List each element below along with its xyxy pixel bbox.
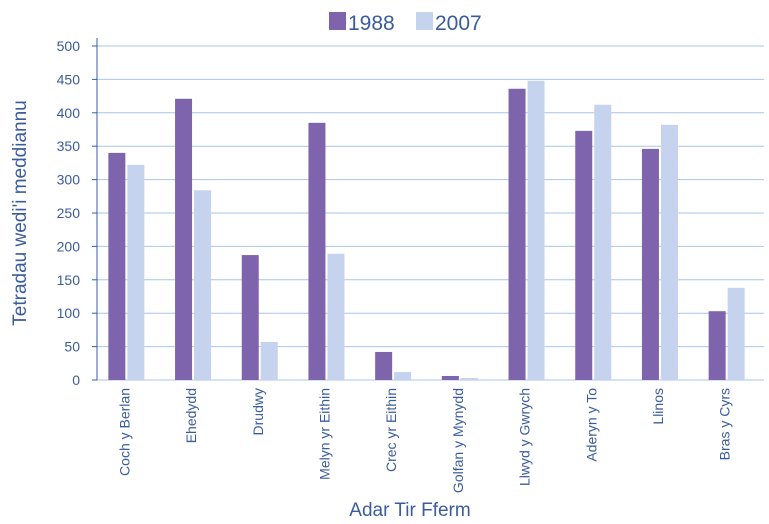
bar bbox=[708, 311, 726, 380]
y-tick-label: 150 bbox=[57, 272, 81, 288]
y-tick-label: 200 bbox=[57, 238, 81, 254]
bar bbox=[375, 351, 393, 380]
bar bbox=[108, 152, 126, 380]
bar bbox=[727, 287, 745, 380]
x-axis-label: Adar Tir Fferm bbox=[349, 500, 470, 521]
y-tick-label: 300 bbox=[57, 172, 81, 188]
y-tick-label: 350 bbox=[57, 138, 81, 154]
bar bbox=[260, 341, 278, 380]
legend-label: 2007 bbox=[435, 12, 482, 35]
bar bbox=[641, 148, 659, 380]
y-tick-label: 250 bbox=[57, 205, 81, 221]
x-tick-label: Drudwy bbox=[250, 388, 266, 435]
bar bbox=[327, 253, 345, 380]
legend-swatch bbox=[329, 12, 346, 30]
x-tick-label: Ehedydd bbox=[183, 388, 199, 443]
bar bbox=[660, 124, 678, 380]
bar bbox=[241, 255, 259, 380]
bar bbox=[508, 88, 526, 380]
y-tick-label: 450 bbox=[57, 71, 81, 87]
y-axis-label: Tetradau wedi'i meddiannu bbox=[10, 100, 31, 325]
y-tick-label: 100 bbox=[57, 305, 81, 321]
bar bbox=[175, 98, 193, 380]
legend-swatch bbox=[416, 12, 433, 30]
bar bbox=[575, 130, 593, 380]
x-tick-label: Llinos bbox=[650, 388, 666, 425]
x-tick-label: Bras y Cyrs bbox=[717, 388, 733, 460]
x-tick-label: Melyn yr Eithin bbox=[316, 388, 332, 480]
legend-label: 1988 bbox=[348, 12, 395, 35]
bar bbox=[194, 190, 212, 380]
y-tick-label: 400 bbox=[57, 105, 81, 121]
y-tick-label: 0 bbox=[72, 372, 80, 388]
bar bbox=[394, 371, 412, 380]
bar bbox=[127, 164, 145, 380]
bar bbox=[308, 122, 326, 380]
y-tick-label: 500 bbox=[57, 38, 81, 54]
bar bbox=[594, 104, 612, 380]
bar bbox=[460, 377, 478, 380]
x-tick-label: Crec yr Eithin bbox=[383, 388, 399, 472]
x-tick-label: Golfan y Mynydd bbox=[450, 388, 466, 493]
x-tick-label: Coch y Berlan bbox=[116, 388, 132, 476]
x-tick-label: Llwyd y Gwrych bbox=[517, 388, 533, 486]
bar bbox=[527, 80, 545, 381]
x-tick-label: Aderyn y To bbox=[583, 388, 599, 462]
y-tick-label: 50 bbox=[64, 339, 80, 355]
bar bbox=[441, 375, 459, 380]
